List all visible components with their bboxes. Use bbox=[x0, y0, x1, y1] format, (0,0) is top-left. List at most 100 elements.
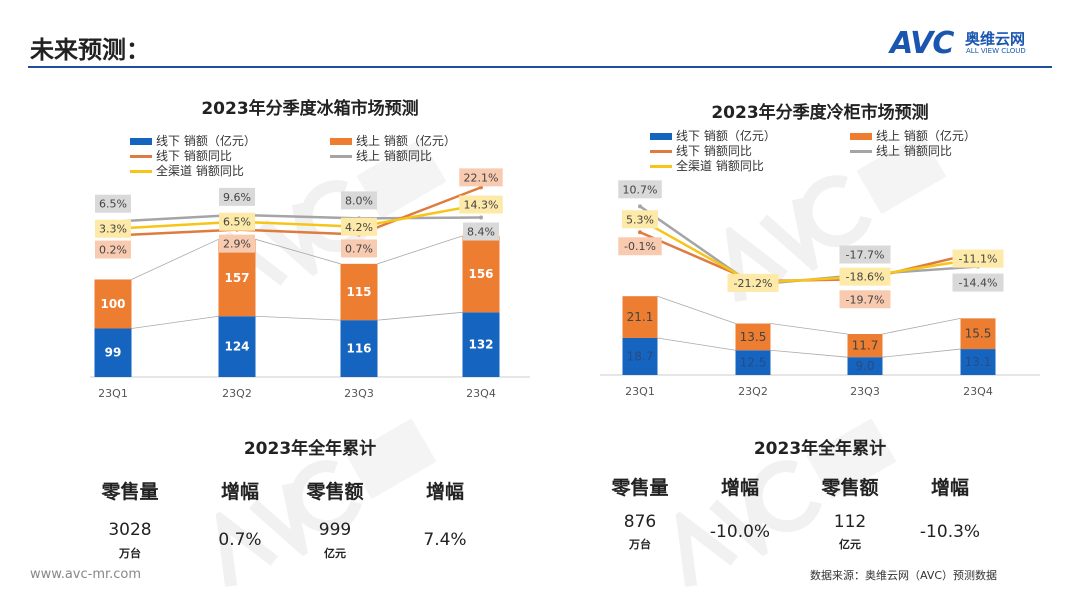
online-bar bbox=[462, 235, 500, 313]
yoy-label-bg bbox=[839, 245, 891, 264]
series-connector-line bbox=[255, 238, 341, 265]
series-connector-line bbox=[770, 323, 848, 335]
legend-item: 线上 销额同比 bbox=[330, 149, 432, 163]
online-bar bbox=[94, 279, 132, 329]
legend-swatch bbox=[850, 132, 872, 140]
legend-label: 全渠道 销额同比 bbox=[156, 164, 244, 178]
offline-bar-label: 116 bbox=[346, 342, 371, 356]
series-connector-line bbox=[377, 235, 463, 265]
stat-heading: 增幅 bbox=[220, 481, 259, 503]
offline-bar-label: 132 bbox=[468, 338, 493, 352]
online-bar-label: 15.5 bbox=[965, 327, 992, 341]
header-divider bbox=[28, 66, 1052, 68]
legend-label: 线上 销额（亿元） bbox=[876, 129, 976, 143]
legend-label: 线上 销额同比 bbox=[876, 144, 952, 158]
x-tick-label: 23Q2 bbox=[738, 385, 768, 398]
offline-bar bbox=[218, 316, 256, 377]
online-bar-label: 115 bbox=[346, 285, 371, 299]
stat-value: 876 bbox=[623, 512, 657, 532]
yoy-label: 6.5% bbox=[223, 216, 251, 229]
yoy-marker bbox=[479, 215, 483, 220]
yoy-label-bg bbox=[341, 239, 377, 258]
stat-value: -10.0% bbox=[709, 522, 771, 542]
online-bar-label: 157 bbox=[224, 271, 249, 285]
online-bar-label: 100 bbox=[100, 297, 125, 311]
yoy-marker bbox=[638, 204, 642, 209]
legend-item: 线上 销额（亿元） bbox=[850, 129, 976, 143]
legend-line bbox=[850, 149, 872, 153]
yoy-label-bg bbox=[839, 290, 891, 309]
stat-value: 7.4% bbox=[423, 530, 467, 550]
series-connector-line bbox=[770, 349, 848, 358]
yoy-line bbox=[639, 218, 979, 285]
yoy-label: 14.3% bbox=[464, 199, 499, 212]
x-tick-label: 23Q3 bbox=[850, 385, 880, 398]
legend-label: 线上 销额同比 bbox=[356, 149, 432, 163]
x-tick-label: 23Q3 bbox=[344, 387, 374, 400]
yoy-label: 4.2% bbox=[345, 221, 373, 234]
yoy-label-bg bbox=[219, 234, 255, 253]
online-bar-label: 13.5 bbox=[740, 330, 767, 344]
legend-item: 全渠道 销额同比 bbox=[650, 159, 764, 173]
x-tick-label: 23Q1 bbox=[98, 387, 128, 400]
yoy-label-bg bbox=[952, 249, 1004, 268]
online-bar-label: 11.7 bbox=[852, 339, 879, 353]
watermark-logo bbox=[214, 418, 437, 587]
legend-item: 全渠道 销额同比 bbox=[130, 164, 244, 178]
legend-swatch bbox=[330, 137, 352, 145]
fridge-summary-title: 2023年全年累计 bbox=[243, 439, 377, 459]
x-tick-label: 23Q1 bbox=[625, 385, 655, 398]
legend-item: 线下 销额同比 bbox=[130, 149, 232, 163]
freezer-chart-title: 2023年分季度冷柜市场预测 bbox=[711, 103, 929, 123]
yoy-label-bg bbox=[618, 237, 662, 256]
legend-label: 线下 销额同比 bbox=[156, 149, 232, 163]
yoy-label: 3.3% bbox=[99, 223, 127, 236]
x-tick-label: 23Q4 bbox=[466, 387, 496, 400]
yoy-label: 0.7% bbox=[345, 242, 373, 255]
stat-heading: 增幅 bbox=[720, 477, 759, 499]
online-bar bbox=[735, 323, 771, 351]
yoy-label: -18.6% bbox=[846, 271, 885, 284]
offline-bar bbox=[94, 328, 132, 377]
offline-bar bbox=[622, 337, 658, 375]
legend-line bbox=[130, 169, 152, 173]
yoy-line bbox=[112, 186, 482, 237]
yoy-label: -19.7% bbox=[846, 293, 885, 306]
yoy-label: -21.2% bbox=[734, 277, 773, 290]
offline-bar-label: 12.5 bbox=[740, 356, 767, 370]
yoy-line bbox=[639, 231, 979, 283]
legend-item: 线下 销额（亿元） bbox=[130, 134, 256, 148]
watermark-logo bbox=[674, 418, 897, 587]
stat-unit: 万台 bbox=[629, 538, 651, 551]
offline-bar bbox=[960, 349, 996, 375]
legend-label: 线下 销额（亿元） bbox=[156, 134, 256, 148]
stat-unit: 亿元 bbox=[324, 547, 346, 560]
yoy-label: 8.4% bbox=[467, 226, 495, 239]
stat-value: 999 bbox=[318, 520, 352, 540]
series-connector-line bbox=[131, 238, 219, 280]
stat-heading: 增幅 bbox=[425, 481, 464, 503]
yoy-label: 2.9% bbox=[223, 238, 251, 251]
stat-value: 3028 bbox=[108, 520, 152, 540]
online-bar bbox=[622, 296, 658, 338]
legend-line bbox=[130, 154, 152, 158]
yoy-label-bg bbox=[95, 240, 131, 259]
legend-label: 线下 销额同比 bbox=[676, 144, 752, 158]
website-url: www.avc-mr.com bbox=[30, 567, 142, 582]
yoy-label: -14.4% bbox=[959, 277, 998, 290]
yoy-label-bg bbox=[219, 187, 255, 206]
yoy-label: 5.3% bbox=[626, 213, 654, 226]
yoy-label: 6.5% bbox=[99, 198, 127, 211]
yoy-label: 10.7% bbox=[623, 183, 658, 196]
series-connector-line bbox=[882, 348, 961, 358]
fridge-legend: 线下 销额（亿元） 线上 销额（亿元） 线下 销额同比 线上 销额同比全渠道 销额同比 bbox=[130, 134, 530, 180]
yoy-label-bg bbox=[341, 217, 377, 236]
yoy-line bbox=[112, 203, 482, 230]
data-source: 数据来源：奥维云网（AVC）预测数据 bbox=[810, 569, 998, 582]
yoy-label-bg bbox=[341, 191, 377, 210]
legend-label: 线上 销额（亿元） bbox=[356, 134, 456, 148]
yoy-label-bg bbox=[459, 168, 503, 187]
yoy-label-bg bbox=[727, 273, 779, 292]
yoy-label: 0.2% bbox=[99, 244, 127, 257]
yoy-label: 22.1% bbox=[464, 171, 499, 184]
